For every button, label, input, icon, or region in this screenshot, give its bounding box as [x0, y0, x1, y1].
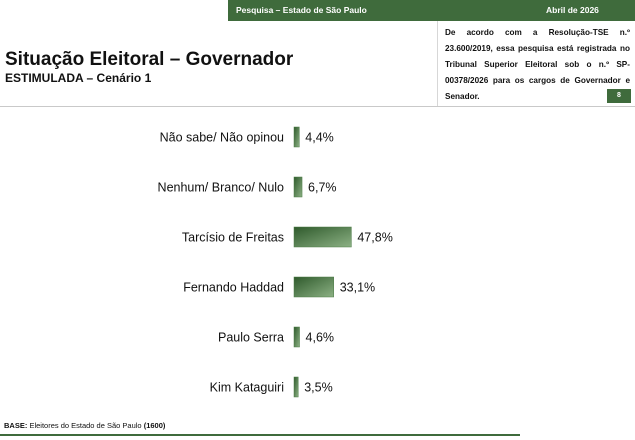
top-bar: Pesquisa – Estado de São Paulo Abril de …: [228, 0, 635, 21]
bar: [293, 226, 352, 248]
value-label: 33,1%: [340, 280, 375, 294]
chart-title: Situação Eleitoral – Governador: [5, 49, 294, 70]
value-label: 4,6%: [306, 330, 335, 344]
bar: [293, 376, 299, 398]
category-label: Não sabe/ Não opinou: [160, 130, 284, 144]
category-label: Paulo Serra: [218, 330, 284, 344]
page-number: 8: [607, 89, 631, 103]
bar: [293, 176, 303, 198]
chart-subtitle: ESTIMULADA – Cenário 1: [5, 71, 152, 85]
footer: BASE: Eleitores do Estado de São Paulo (…: [4, 421, 165, 430]
category-label: Kim Kataguiri: [210, 380, 284, 394]
footer-line: [0, 434, 520, 436]
value-label: 3,5%: [304, 380, 333, 394]
value-label: 47,8%: [357, 230, 392, 244]
bar: [293, 326, 300, 348]
bar: [293, 276, 334, 298]
footer-count: (1600): [143, 421, 166, 430]
survey-date: Abril de 2026: [546, 5, 599, 15]
footer-text: Eleitores do Estado de São Paulo: [29, 421, 142, 430]
value-label: 4,4%: [305, 130, 334, 144]
bar: [293, 126, 300, 148]
survey-name: Pesquisa – Estado de São Paulo: [236, 5, 367, 15]
divider: [0, 106, 635, 107]
category-label: Tarcísio de Freitas: [182, 230, 284, 244]
value-label: 6,7%: [308, 180, 337, 194]
separator: [437, 21, 438, 107]
footer-label: BASE:: [4, 421, 28, 430]
registration-note: De acordo com a Resolução-TSE n.º 23.600…: [445, 28, 630, 101]
category-label: Nenhum/ Branco/ Nulo: [158, 180, 285, 194]
category-label: Fernando Haddad: [183, 280, 284, 294]
